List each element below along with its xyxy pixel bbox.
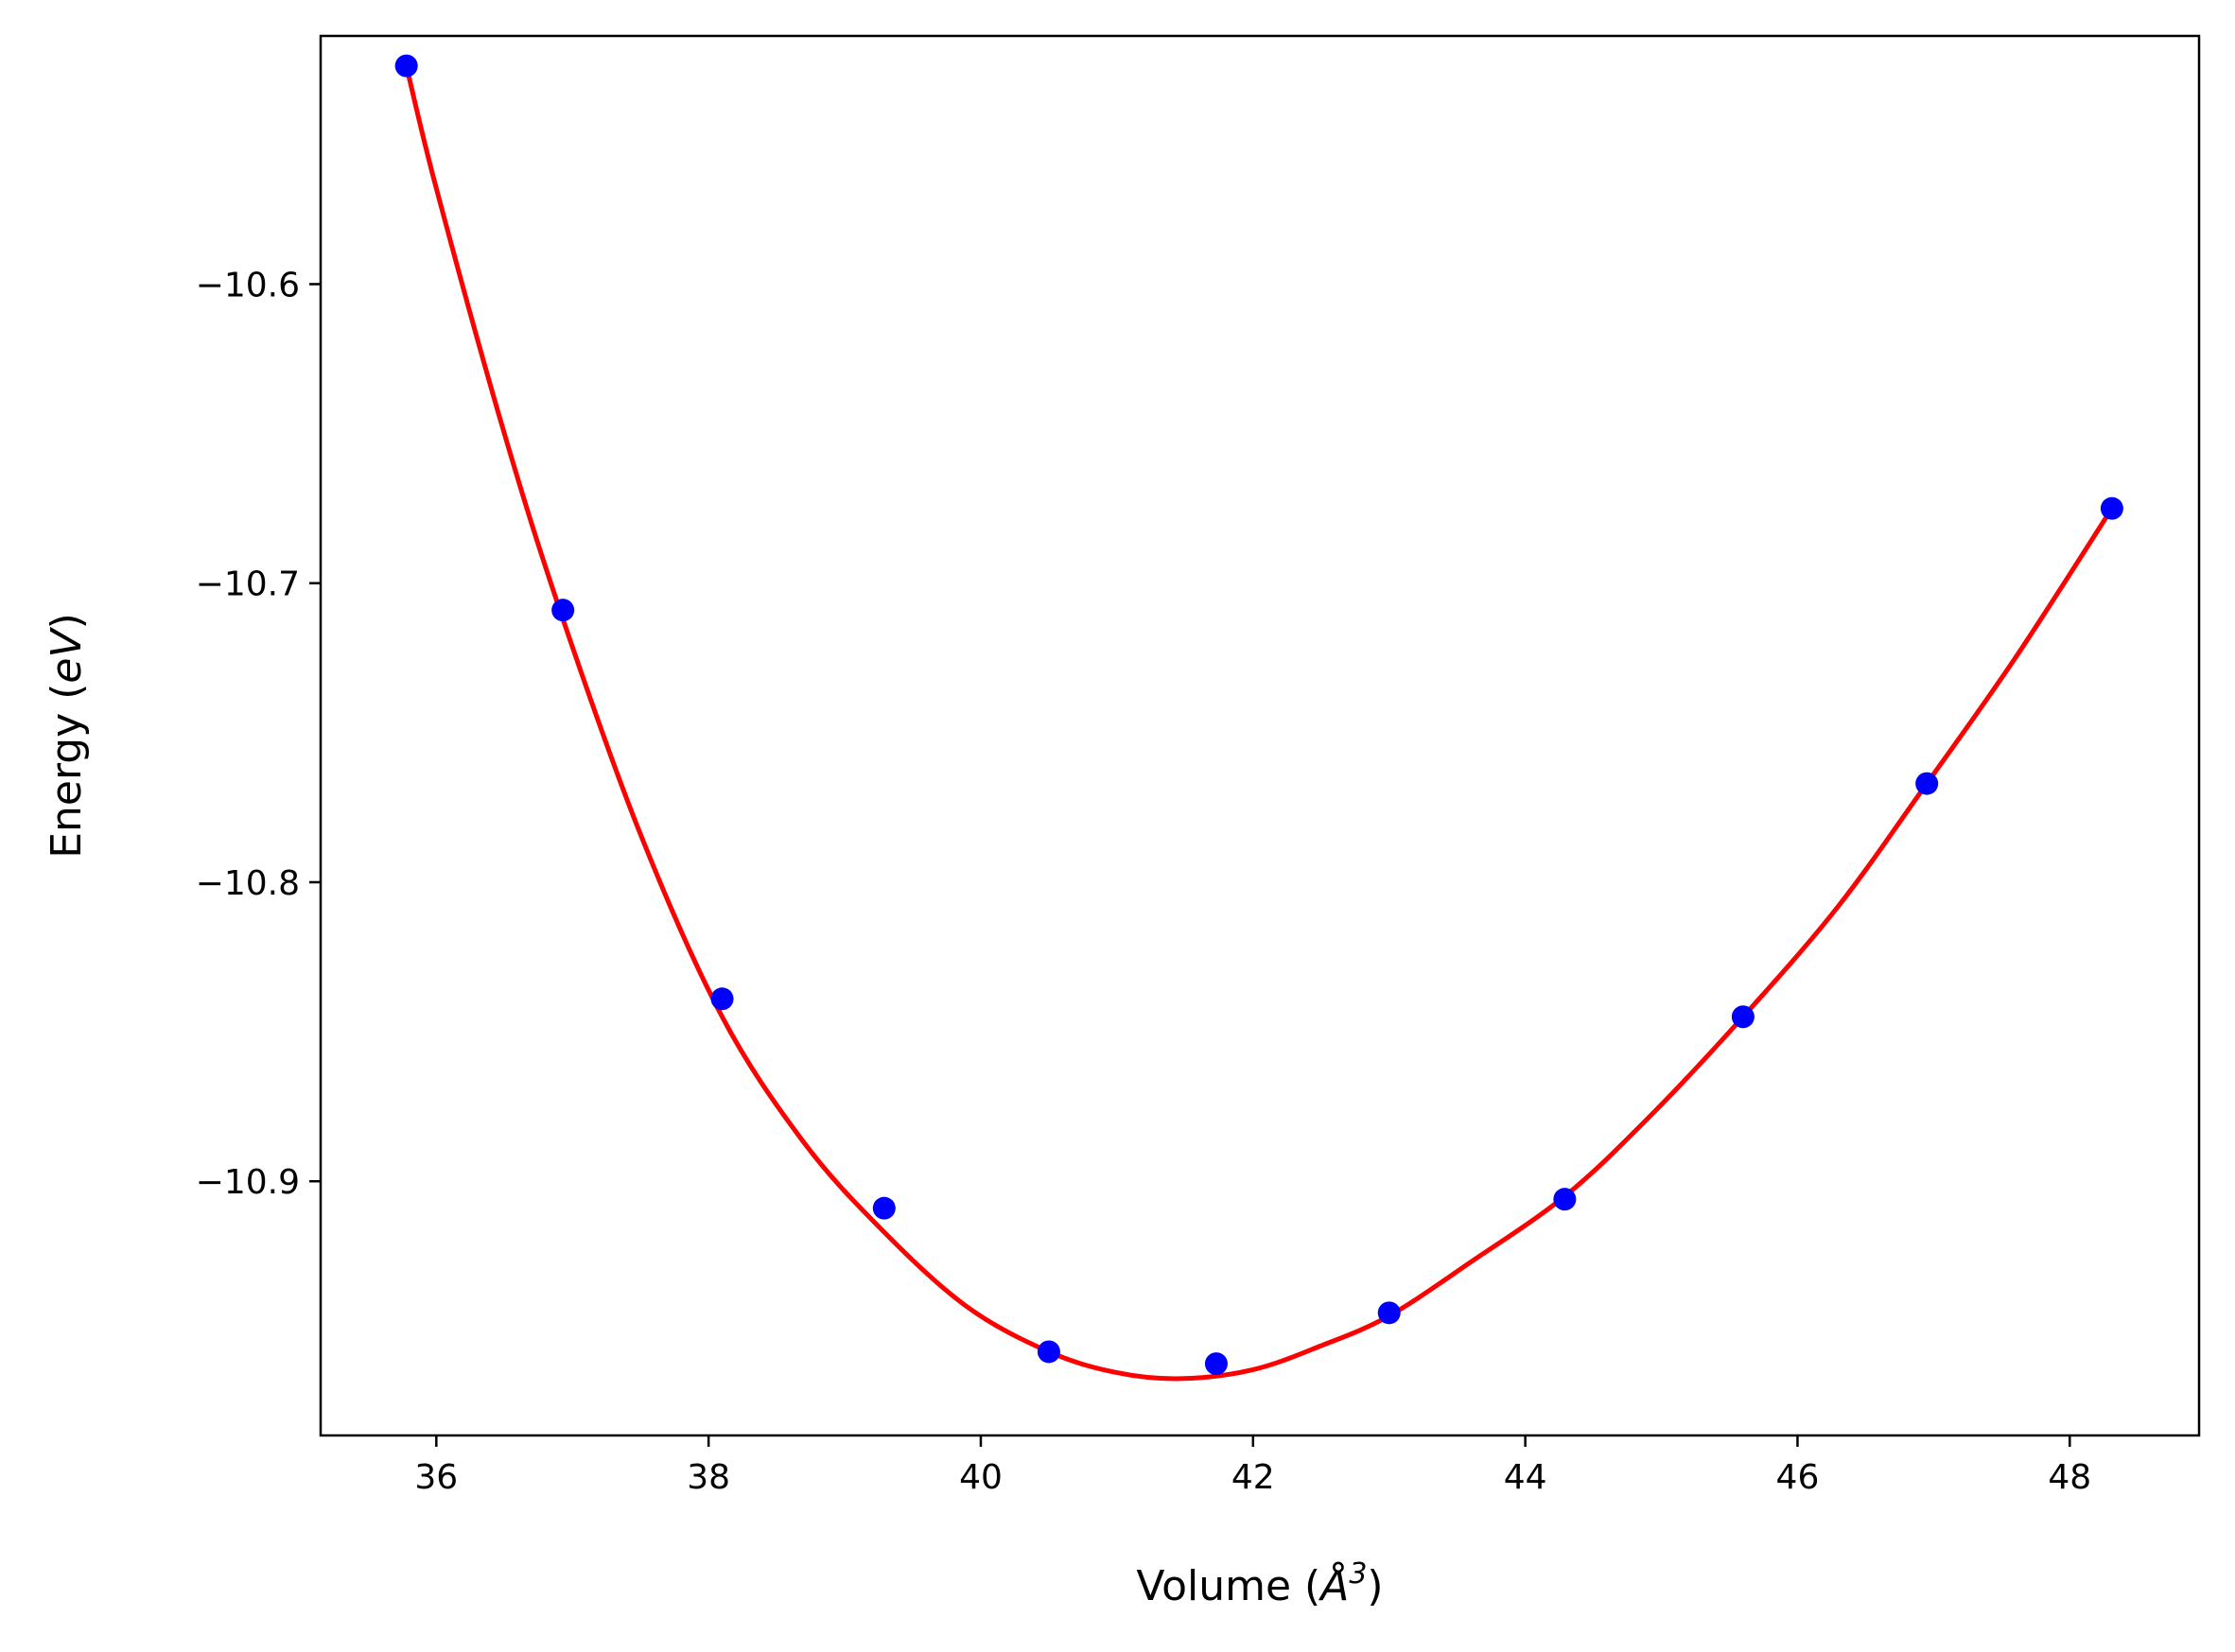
data-point [2100,496,2123,520]
data-point [1553,1188,1577,1211]
data-point [1915,772,1939,795]
y-tick-label: −10.6 [196,266,300,304]
x-tick-label: 40 [959,1458,1003,1497]
y-axis: −10.6 −10.7 −10.8 −10.9 [196,266,321,1202]
fit-curve-layer [404,65,2114,1382]
x-tick-label: 36 [414,1458,458,1497]
data-point [1037,1340,1060,1364]
y-tick-label: −10.8 [196,864,300,903]
y-tick-label: −10.9 [196,1163,300,1202]
x-tick-label: 44 [1504,1458,1547,1497]
data-point [1377,1301,1401,1325]
data-point [872,1196,896,1220]
x-tick-label: 46 [1776,1458,1820,1497]
x-tick-label: 42 [1231,1458,1275,1497]
x-axis-title: Volume (Å3) [1136,1557,1383,1610]
data-point [1731,1005,1755,1029]
y-axis-title: Energy (eV) [43,613,91,859]
data-point [394,54,418,78]
x-tick-label: 48 [2048,1458,2091,1497]
plot-frame [319,34,2201,1437]
fit-curve [404,65,2114,1382]
data-points-layer [394,54,2123,1376]
x-axis: 36 38 40 42 44 46 48 [414,1435,2091,1497]
data-point [1204,1352,1228,1376]
x-tick-label: 38 [687,1458,730,1497]
data-point [710,987,734,1011]
y-tick-label: −10.7 [196,565,300,604]
data-point [551,599,575,622]
